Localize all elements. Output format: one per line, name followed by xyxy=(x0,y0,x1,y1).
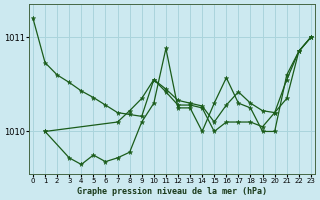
X-axis label: Graphe pression niveau de la mer (hPa): Graphe pression niveau de la mer (hPa) xyxy=(77,187,267,196)
